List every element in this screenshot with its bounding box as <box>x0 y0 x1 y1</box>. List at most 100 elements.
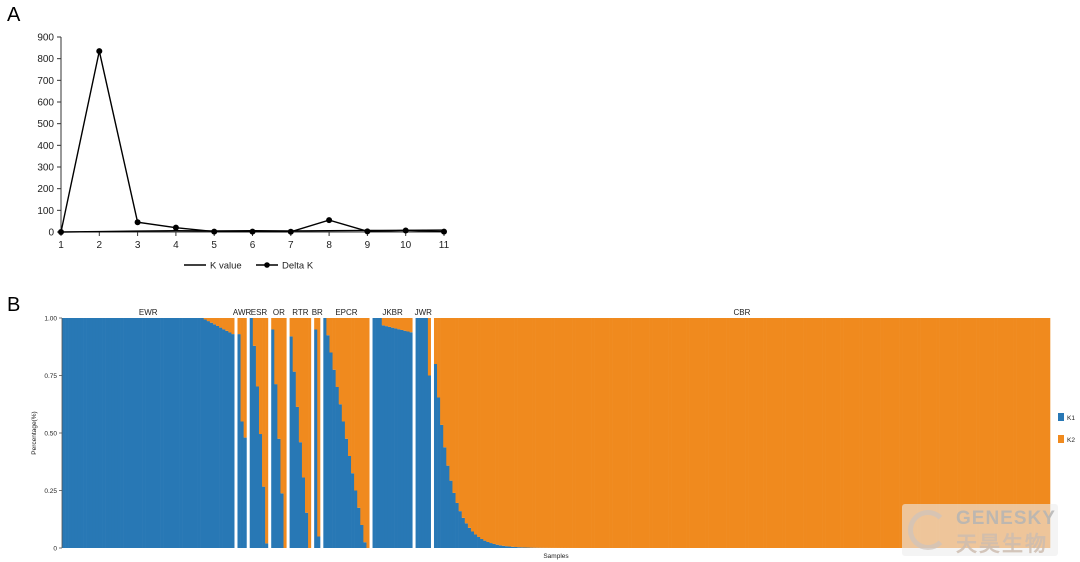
bar-k2 <box>754 318 758 548</box>
bar-k2 <box>1025 318 1029 548</box>
bar-k2 <box>902 318 906 548</box>
bar-k1 <box>305 512 309 548</box>
bar-k2 <box>859 318 863 548</box>
bar-k2 <box>446 318 450 466</box>
bar-k1 <box>126 318 131 548</box>
bar-k1 <box>252 345 257 548</box>
bar-k2 <box>433 318 438 364</box>
bar-k1 <box>65 318 69 548</box>
bar-k1 <box>151 318 155 548</box>
bar-k1 <box>467 527 472 548</box>
bar-k2 <box>581 318 586 548</box>
bar-k2 <box>680 318 684 548</box>
y-tick-label: 800 <box>37 54 54 65</box>
bar-k2 <box>831 318 835 548</box>
bar-k2 <box>834 318 838 548</box>
bar-k2 <box>366 318 370 548</box>
bar-k1 <box>145 318 149 548</box>
bar-k2 <box>966 318 971 548</box>
bar-k1 <box>120 318 124 548</box>
bar-k2 <box>628 318 632 548</box>
bar-k2 <box>212 318 217 325</box>
bar-k1 <box>102 318 106 548</box>
bar-k2 <box>467 318 472 528</box>
bar-k2 <box>711 318 715 548</box>
bar-k2 <box>437 318 441 398</box>
bar-k2 <box>794 318 798 548</box>
bar-k2 <box>474 318 478 535</box>
group-separator <box>311 318 315 548</box>
bar-k2 <box>840 318 844 548</box>
bar-k1 <box>92 318 97 548</box>
bar-k2 <box>532 318 536 548</box>
bar-k1 <box>433 364 438 548</box>
group-label: CBR <box>734 308 751 317</box>
bar-k2 <box>480 318 484 539</box>
bar-k2 <box>452 318 456 493</box>
bar-k1 <box>492 543 496 548</box>
bar-k2 <box>461 318 466 518</box>
bar-k1 <box>231 334 235 548</box>
bar-k1 <box>520 547 524 548</box>
bar-k2 <box>1043 318 1048 548</box>
x-tick-label: 2 <box>97 240 103 251</box>
bar-k1 <box>329 352 333 548</box>
bar-k1 <box>347 456 352 548</box>
bar-k2 <box>612 318 617 548</box>
bar-k1 <box>375 318 379 548</box>
bar-k2 <box>265 318 269 544</box>
bar-k2 <box>440 318 444 425</box>
bar-k1 <box>470 531 475 548</box>
bar-k2 <box>492 318 496 544</box>
bar-k2 <box>843 318 848 548</box>
bar-k1 <box>188 318 192 548</box>
y-tick-label: 500 <box>37 119 54 130</box>
bar-k2 <box>1013 318 1017 548</box>
watermark-chinese: 天昊生物 <box>956 532 1048 556</box>
bar-k1 <box>98 318 103 548</box>
bar-k2 <box>603 318 607 548</box>
bar-k1 <box>452 492 456 548</box>
bar-k2 <box>289 318 293 337</box>
bar-k2 <box>988 318 992 548</box>
bar-k2 <box>510 318 515 547</box>
bar-k1 <box>415 318 419 548</box>
data-point <box>287 228 294 235</box>
bar-k2 <box>640 318 644 548</box>
bar-k1 <box>461 517 466 548</box>
bar-k1 <box>514 547 518 548</box>
bar-k2 <box>939 318 943 548</box>
x-tick-label: 6 <box>250 240 256 251</box>
bar-k1 <box>464 523 469 548</box>
bar-k1 <box>265 543 269 548</box>
bar-k2 <box>600 318 604 548</box>
bar-k1 <box>289 336 293 548</box>
x-tick-label: 8 <box>326 240 332 251</box>
bar-k1 <box>338 404 343 548</box>
bar-k2 <box>237 318 241 335</box>
bar-k2 <box>868 318 872 548</box>
bar-k1 <box>332 369 336 548</box>
bar-k2 <box>892 318 897 548</box>
bar-k2 <box>338 318 343 405</box>
bar-k2 <box>243 318 248 438</box>
bar-k2 <box>726 318 730 548</box>
bar-k1 <box>295 406 300 548</box>
bar-k2 <box>535 318 539 548</box>
bar-k1 <box>258 434 263 548</box>
bar-k2 <box>458 318 462 512</box>
bar-k1 <box>194 318 198 548</box>
bar-k2 <box>360 318 364 525</box>
bar-k1 <box>498 545 503 548</box>
bar-k2 <box>292 318 297 372</box>
bar-k1 <box>62 318 66 548</box>
bar-k1 <box>166 318 171 548</box>
bar-k2 <box>587 318 592 548</box>
bar-k2 <box>258 318 263 435</box>
bar-k2 <box>1034 318 1038 548</box>
bar-k1 <box>510 546 515 548</box>
bar-k2 <box>1016 318 1020 548</box>
bar-k1 <box>292 371 297 548</box>
y-tick-label: 700 <box>37 76 54 87</box>
bar-k2 <box>332 318 336 370</box>
